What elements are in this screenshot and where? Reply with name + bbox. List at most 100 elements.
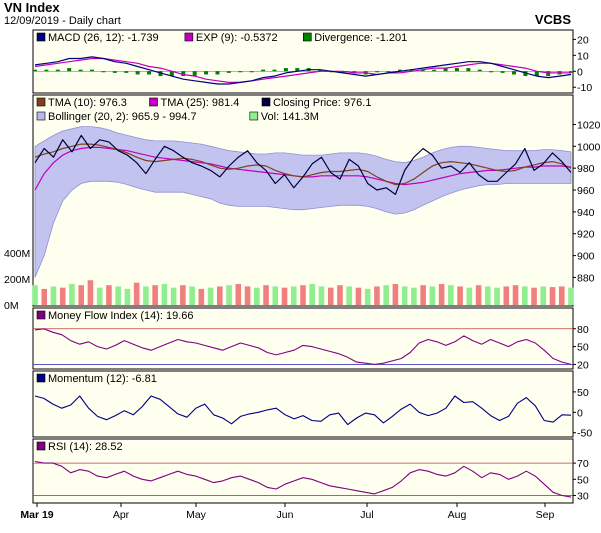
volume-bar — [253, 287, 260, 305]
macd-ytick-label: -10 — [577, 82, 592, 94]
macd-divergence-bar — [500, 71, 505, 73]
volume-bar — [300, 285, 306, 305]
volume-bar — [217, 286, 223, 305]
price-legend-swatch — [36, 97, 46, 107]
momentum-line — [34, 395, 572, 426]
macd-divergence-bar — [261, 69, 266, 72]
volume-bar — [337, 285, 343, 305]
volume-bar — [364, 288, 371, 305]
mfi-ytick-label: 80 — [577, 324, 589, 336]
volume-bar — [290, 286, 297, 305]
momentum-ytick-label: 50 — [577, 387, 589, 399]
macd-divergence-bar — [78, 69, 83, 72]
volume-bar — [87, 280, 94, 305]
macd-divergence-bar — [295, 68, 300, 72]
volume-bar — [41, 288, 48, 305]
macd-divergence-bar — [409, 69, 414, 72]
macd-divergence-bar — [101, 71, 106, 73]
macd-divergence-bar — [397, 69, 402, 72]
mfi-ytick-label: 50 — [577, 342, 589, 354]
volume-bar — [59, 287, 66, 305]
macd-divergence-bar — [90, 69, 95, 72]
macd-ytick-label: 20 — [577, 34, 589, 46]
volume-bar — [78, 285, 85, 305]
momentum-ytick-label: 0 — [577, 407, 583, 419]
volume-bar — [226, 285, 232, 305]
rsi-ytick-label: 30 — [577, 491, 589, 503]
volume-bar — [281, 287, 288, 305]
price-legend-label: TMA (10): 976.3 — [48, 97, 127, 109]
macd-divergence-bar — [44, 69, 49, 72]
macd-divergence-bar — [489, 71, 494, 73]
volume-bar — [429, 286, 436, 305]
volume-bar — [466, 287, 473, 305]
volume-bar — [512, 285, 519, 305]
volume-bar — [448, 285, 454, 305]
volume-bar — [475, 285, 482, 305]
volume-tick-label: 0M — [4, 300, 19, 312]
volume-bar — [374, 286, 380, 305]
volume-bar — [115, 286, 121, 305]
macd-divergence-bar — [443, 68, 448, 72]
volume-bar — [124, 288, 131, 305]
x-axis-label: Mar 19 — [20, 509, 53, 521]
volume-bar — [69, 283, 75, 305]
volume-bar — [420, 285, 426, 305]
rsi-ytick-label: 50 — [577, 474, 589, 486]
price-legend-label: Closing Price: 976.1 — [273, 97, 371, 109]
macd-ytick-label: 0 — [577, 66, 583, 78]
price-ytick-label: 1020 — [577, 119, 601, 131]
x-axis-label: Aug — [448, 509, 467, 521]
macd-divergence-bar — [249, 71, 254, 73]
volume-bar — [540, 286, 547, 305]
volume-bar — [309, 283, 316, 305]
macd-divergence-bar — [272, 69, 277, 72]
macd-divergence-bar — [511, 71, 516, 75]
macd-divergence-bar — [454, 68, 459, 72]
macd-divergence-bar — [477, 69, 482, 72]
volume-bar — [189, 286, 195, 305]
macd-legend-swatch — [302, 32, 312, 42]
volume-bar — [235, 283, 242, 305]
price-legend-label: TMA (25): 981.4 — [161, 97, 240, 109]
rsi-legend-label: RSI (14): 28.52 — [48, 441, 123, 453]
volume-bar — [485, 286, 491, 305]
volume-bar — [346, 286, 353, 305]
macd-divergence-bar — [238, 71, 243, 73]
price-ytick-label: 980 — [577, 163, 595, 175]
volume-bar — [494, 287, 500, 305]
macd-divergence-bar — [386, 71, 391, 73]
price-legend-swatch — [249, 111, 259, 121]
volume-bar — [170, 287, 177, 305]
mfi-line — [34, 328, 572, 365]
volume-tick-label: 200M — [4, 274, 30, 286]
macd-legend-label: EXP (9): -0.5372 — [196, 32, 278, 44]
macd-divergence-bar — [215, 71, 220, 75]
macd-divergence-bar — [135, 71, 140, 75]
volume-bar — [272, 286, 279, 305]
volume-bar — [327, 287, 334, 305]
macd-divergence-bar — [169, 71, 174, 77]
volume-bar — [549, 287, 556, 305]
rsi-line — [34, 460, 572, 498]
chart-title: VN Index — [4, 0, 60, 15]
x-axis-label: Sep — [536, 509, 555, 521]
macd-divergence-bar — [534, 71, 539, 77]
macd-divergence-bar — [112, 71, 117, 73]
volume-bar — [392, 283, 399, 305]
price-ytick-label: 960 — [577, 185, 595, 197]
volume-bar — [244, 286, 251, 305]
macd-divergence-bar — [375, 71, 380, 73]
price-ytick-label: 900 — [577, 251, 595, 263]
x-axis-label: Apr — [113, 509, 130, 521]
x-axis-label: Jun — [277, 509, 294, 521]
volume-bar — [558, 286, 565, 305]
momentum-legend-label: Momentum (12): -6.81 — [48, 373, 157, 385]
macd-ytick-label: 10 — [577, 50, 589, 62]
price-legend-label: Vol: 141.3M — [261, 111, 319, 123]
momentum-ytick-label: -50 — [577, 428, 592, 440]
macd-divergence-bar — [124, 71, 129, 73]
macd-exp-line — [34, 57, 571, 84]
price-legend-label: Bollinger (20, 2): 965.9 - 994.7 — [48, 111, 197, 123]
mfi-panel — [32, 307, 574, 370]
